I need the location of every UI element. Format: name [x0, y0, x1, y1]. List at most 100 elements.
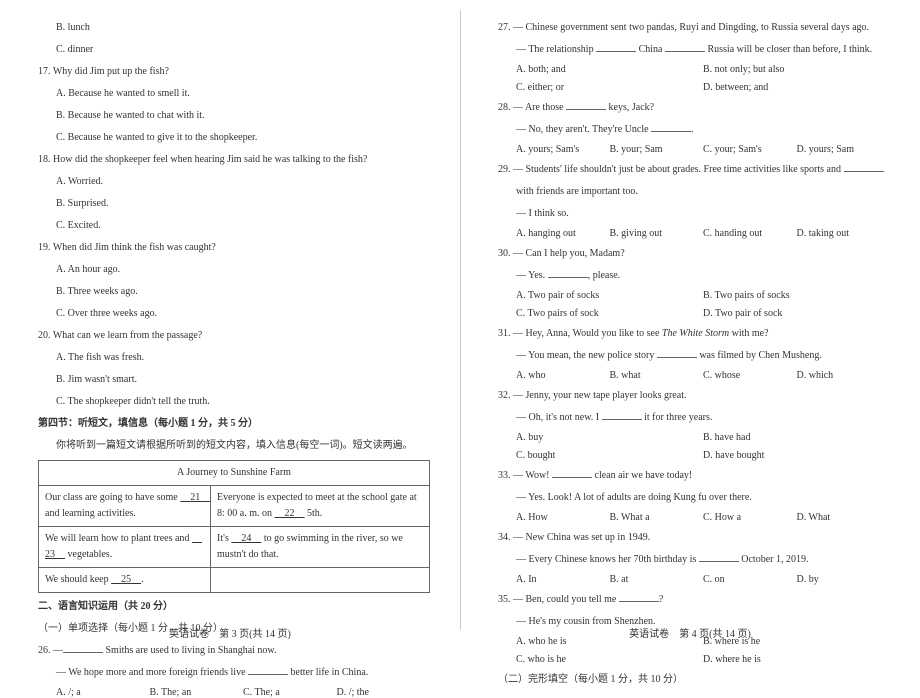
q27-stem: 27. — Chinese government sent two pandas…: [498, 20, 890, 35]
page-footer-right: 英语试卷 第 4 页(共 14 页): [460, 625, 920, 640]
q28-stem: 28. — Are those keys, Jack?: [498, 100, 890, 115]
opt: B. Surprised.: [38, 196, 430, 211]
opt: C. The shopkeeper didn't tell the truth.: [38, 394, 430, 409]
opt: B. What a: [610, 512, 704, 523]
opt: A. How: [516, 512, 610, 523]
page-left: B. lunch C. dinner 17. Why did Jim put u…: [0, 0, 460, 650]
q26-line2: — We hope more and more foreign friends …: [38, 665, 430, 680]
opt: C. The; a: [243, 687, 337, 698]
opt: A. The fish was fresh.: [38, 350, 430, 365]
opt: C. Over three weeks ago.: [38, 306, 430, 321]
opt: A. buy: [516, 432, 703, 443]
q32-stem: 32. — Jenny, your new tape player looks …: [498, 388, 890, 403]
q30-stem: 30. — Can I help you, Madam?: [498, 246, 890, 261]
page-right: 27. — Chinese government sent two pandas…: [460, 0, 920, 650]
opt: C. handing out: [703, 228, 797, 239]
q29-stem-cont: with friends are important too.: [498, 184, 890, 199]
opt: A. Worried.: [38, 174, 430, 189]
q30-opts-r2: C. Two pairs of sock D. Two pair of sock: [498, 308, 890, 319]
q29-stem: 29. — Students' life shouldn't just be a…: [498, 162, 890, 177]
opt: B. Two pairs of socks: [703, 290, 890, 301]
opt: B. your; Sam: [610, 144, 704, 155]
q34-line2: — Every Chinese knows her 70th birthday …: [498, 552, 890, 567]
table-cell: We will learn how to plant trees and 23 …: [39, 527, 211, 568]
opt: C. Because he wanted to give it to the s…: [38, 130, 430, 145]
q31-opts: A. who B. what C. whose D. which: [498, 370, 890, 381]
table-title: A Journey to Sunshine Farm: [39, 461, 430, 486]
q31-line2: — You mean, the new police story was fil…: [498, 348, 890, 363]
opt: C. whose: [703, 370, 797, 381]
opt: A. Two pair of socks: [516, 290, 703, 301]
q32-line2: — Oh, it's not new. I it for three years…: [498, 410, 890, 425]
q33-opts: A. How B. What a C. How a D. What: [498, 512, 890, 523]
opt: C. Two pairs of sock: [516, 308, 703, 319]
opt: C. How a: [703, 512, 797, 523]
opt: D. between; and: [703, 82, 890, 93]
q32-opts-r2: C. bought D. have bought: [498, 450, 890, 461]
opt: A. /; a: [56, 687, 150, 698]
opt: A. An hour ago.: [38, 262, 430, 277]
section4-title: 第四节：听短文，填信息（每小题 1 分，共 5 分）: [38, 416, 430, 431]
opt: D. taking out: [797, 228, 891, 239]
page-footer-left: 英语试卷 第 3 页(共 14 页): [0, 625, 460, 640]
q32-opts-r1: A. buy B. have had: [498, 432, 890, 443]
table-cell: It's 24 to go swimming in the river, so …: [211, 527, 430, 568]
q35-stem: 35. — Ben, could you tell me ?: [498, 592, 890, 607]
q19-stem: 19. When did Jim think the fish was caug…: [38, 240, 430, 255]
section2-heading: 二、语言知识运用（共 20 分）: [38, 599, 430, 614]
opt: C. your; Sam's: [703, 144, 797, 155]
opt: B. lunch: [38, 20, 430, 35]
q34-opts: A. In B. at C. on D. by: [498, 574, 890, 585]
table-cell: Everyone is expected to meet at the scho…: [211, 486, 430, 527]
table-cell: Our class are going to have some 21 and …: [39, 486, 211, 527]
q27-opts-r1: A. both; and B. not only; but also: [498, 64, 890, 75]
opt: C. bought: [516, 450, 703, 461]
opt: A. both; and: [516, 64, 703, 75]
opt: D. Two pair of sock: [703, 308, 890, 319]
opt: D. have bought: [703, 450, 890, 461]
q29-line2: — I think so.: [498, 206, 890, 221]
opt: D. yours; Sam: [797, 144, 891, 155]
q31-stem: 31. — Hey, Anna, Would you like to see T…: [498, 326, 890, 341]
opt: C. Excited.: [38, 218, 430, 233]
opt: A. In: [516, 574, 610, 585]
q28-opts: A. yours; Sam's B. your; Sam C. your; Sa…: [498, 144, 890, 155]
section4-instr: 你将听到一篇短文请根据所听到的短文内容，填入信息(每空一词)。短文读两遍。: [38, 438, 430, 453]
opt: A. Because he wanted to smell it.: [38, 86, 430, 101]
q26-stem: 26. — Smiths are used to living in Shang…: [38, 643, 430, 658]
q33-stem: 33. — Wow! clean air we have today!: [498, 468, 890, 483]
opt: D. which: [797, 370, 891, 381]
section2-sub2: （二）完形填空（每小题 1 分，共 10 分）: [498, 672, 890, 687]
opt: B. have had: [703, 432, 890, 443]
opt: D. by: [797, 574, 891, 585]
opt: B. Because he wanted to chat with it.: [38, 108, 430, 123]
opt: C. either; or: [516, 82, 703, 93]
q27-opts-r2: C. either; or D. between; and: [498, 82, 890, 93]
opt: A. hanging out: [516, 228, 610, 239]
fill-table: A Journey to Sunshine Farm Our class are…: [38, 460, 430, 593]
opt: B. Jim wasn't smart.: [38, 372, 430, 387]
q28-line2: — No, they aren't. They're Uncle .: [498, 122, 890, 137]
opt: C. who is he: [516, 654, 703, 665]
opt: D. /; the: [337, 687, 431, 698]
opt: B. Three weeks ago.: [38, 284, 430, 299]
opt: B. giving out: [610, 228, 704, 239]
q20-stem: 20. What can we learn from the passage?: [38, 328, 430, 343]
q29-opts: A. hanging out B. giving out C. handing …: [498, 228, 890, 239]
q26-opts: A. /; a B. The; an C. The; a D. /; the: [38, 687, 430, 698]
opt: B. what: [610, 370, 704, 381]
table-cell: We should keep 25 .: [39, 568, 211, 593]
q33-line2: — Yes. Look! A lot of adults are doing K…: [498, 490, 890, 505]
table-cell: [211, 568, 430, 593]
opt: C. on: [703, 574, 797, 585]
opt: B. at: [610, 574, 704, 585]
opt: B. not only; but also: [703, 64, 890, 75]
opt: B. The; an: [150, 687, 244, 698]
q18-stem: 18. How did the shopkeeper feel when hea…: [38, 152, 430, 167]
q17-stem: 17. Why did Jim put up the fish?: [38, 64, 430, 79]
opt: D. where he is: [703, 654, 890, 665]
opt: D. What: [797, 512, 891, 523]
q30-line2: — Yes. , please.: [498, 268, 890, 283]
opt: A. who: [516, 370, 610, 381]
q30-opts-r1: A. Two pair of socks B. Two pairs of soc…: [498, 290, 890, 301]
